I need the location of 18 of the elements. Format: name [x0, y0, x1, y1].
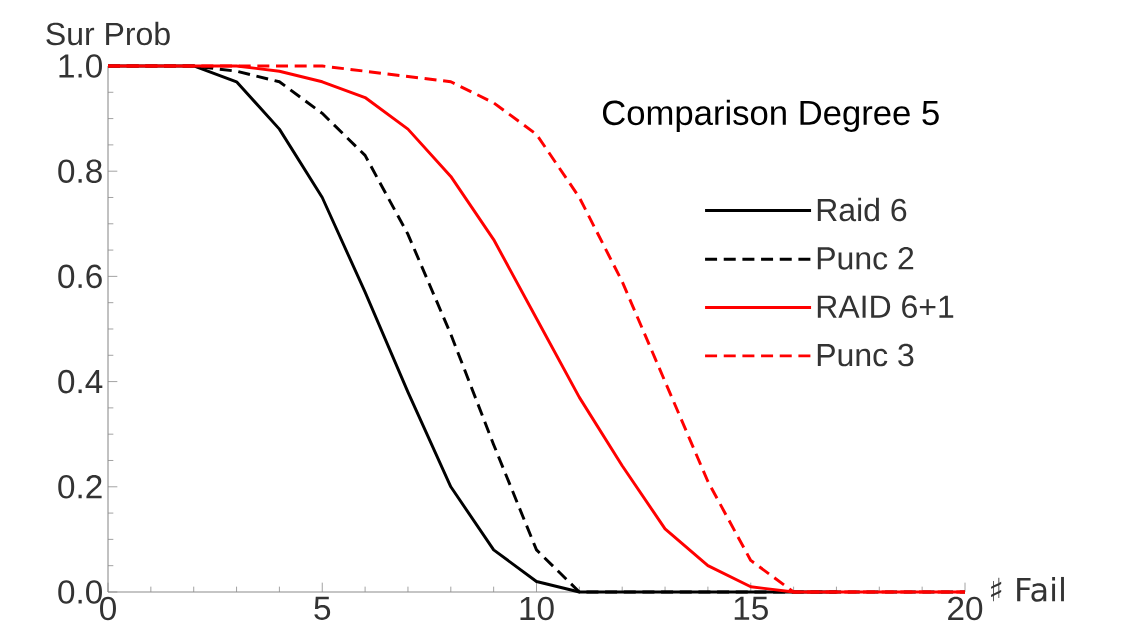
y-tick-label: 0.0 — [58, 580, 102, 604]
y-tick-label: 0.8 — [58, 159, 102, 183]
x-tick-label: 20 — [948, 596, 983, 621]
x-tick-label: 5 — [314, 596, 331, 620]
y-tick-label: 0.4 — [58, 369, 103, 394]
y-tick-label: 1.0 — [59, 54, 102, 78]
x-tick-label: 10 — [520, 596, 554, 621]
legend-label: Raid 6 — [817, 197, 907, 222]
x-tick-label: 15 — [734, 596, 768, 620]
legend-label: Punc 3 — [817, 343, 914, 367]
y-tick-label: 0.6 — [58, 264, 102, 289]
x-axis-title: ♯ Fail — [991, 576, 1064, 602]
y-axis-title: Sur Prob — [46, 21, 170, 46]
text: Comparison Degree 5 — [602, 99, 939, 133]
legend-label: Punc 2 — [817, 247, 914, 270]
legend-label: RAID 6+1 — [817, 295, 954, 319]
x-tick-label: 0 — [100, 596, 116, 621]
y-tick-label: 0.2 — [58, 474, 102, 499]
